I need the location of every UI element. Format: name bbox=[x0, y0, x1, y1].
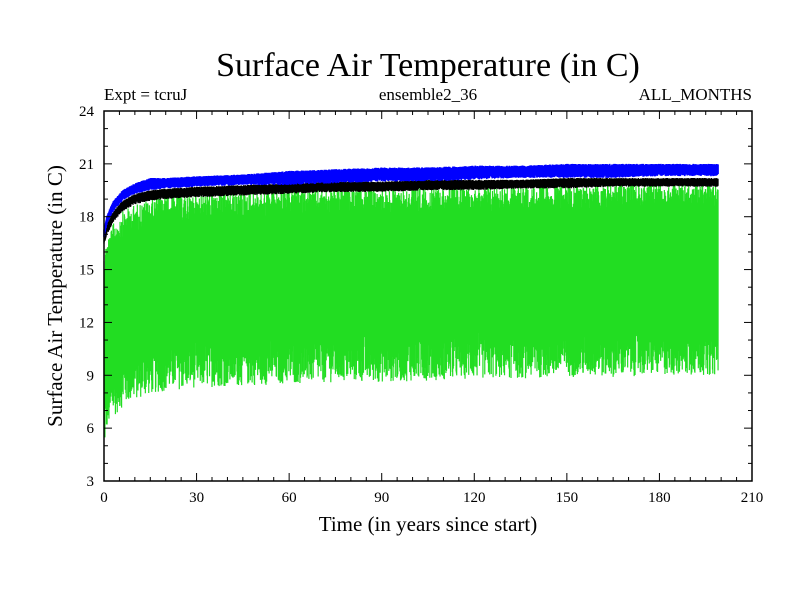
y-tick-label: 24 bbox=[79, 104, 95, 120]
y-tick-label: 6 bbox=[87, 421, 95, 437]
chart-title: Surface Air Temperature (in C) bbox=[216, 47, 640, 84]
subtitle-ensemble: ensemble2_36 bbox=[379, 85, 477, 104]
x-tick-label: 150 bbox=[556, 490, 579, 506]
axis-ticks: 0 30 60 90 120 150 180 210 3 6 9 12 15 18 21 24 bbox=[79, 104, 763, 506]
x-tick-label: 180 bbox=[648, 490, 671, 506]
subtitle-experiment: Expt = tcruJ bbox=[104, 85, 188, 104]
x-tick-label: 210 bbox=[741, 490, 764, 506]
y-tick-label: 21 bbox=[79, 157, 94, 173]
x-tick-label: 90 bbox=[374, 490, 389, 506]
x-tick-label: 120 bbox=[463, 490, 486, 506]
y-tick-label: 12 bbox=[79, 315, 94, 331]
subtitle-months: ALL_MONTHS bbox=[639, 85, 752, 104]
y-tick-label: 18 bbox=[79, 210, 94, 226]
x-tick-label: 30 bbox=[189, 490, 204, 506]
y-tick-label: 9 bbox=[87, 368, 95, 384]
y-axis-label: Surface Air Temperature (in C) bbox=[43, 165, 67, 427]
x-tick-label: 60 bbox=[282, 490, 297, 506]
x-axis-label: Time (in years since start) bbox=[319, 512, 538, 536]
y-tick-label: 3 bbox=[87, 474, 95, 490]
x-tick-label: 0 bbox=[100, 490, 108, 506]
y-tick-label: 15 bbox=[79, 263, 94, 279]
